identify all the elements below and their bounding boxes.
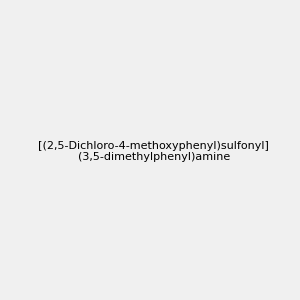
Text: [(2,5-Dichloro-4-methoxyphenyl)sulfonyl]
(3,5-dimethylphenyl)amine: [(2,5-Dichloro-4-methoxyphenyl)sulfonyl]… bbox=[38, 141, 269, 162]
